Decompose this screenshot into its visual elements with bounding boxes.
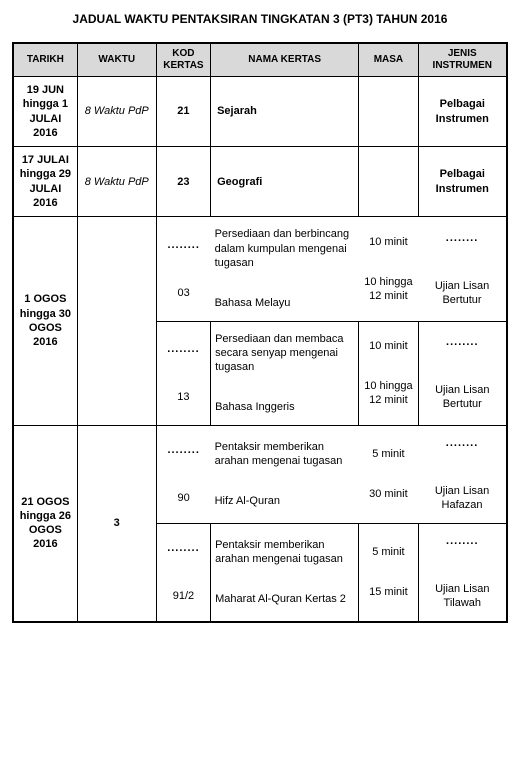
cell-kod-a: ........ [157,332,210,366]
cell-masa [359,77,418,147]
header-row: TARIKH WAKTU KOD KERTAS NAMA KERTAS MASA… [13,43,507,77]
cell-jenis-a: ........ [418,221,506,255]
page-title: JADUAL WAKTU PENTAKSIRAN TINGKATAN 3 (PT… [12,12,508,26]
cell-tarikh: 21 OGOS hingga 26 OGOS 2016 [13,425,77,621]
cell-jenis-group: ........ Ujian Lisan Hafazan [418,425,507,523]
cell-nama-b: Bahasa Melayu [211,280,359,320]
cell-jenis: Pelbagai Instrumen [418,147,507,217]
header-waktu: WAKTU [77,43,156,77]
cell-nama: Geografi [211,147,359,217]
cell-kod-a: ........ [157,531,210,565]
cell-masa-group: 10 minit 10 hingga 12 minit [359,217,418,321]
cell-jenis-group: ........ Ujian Lisan Bertutur [418,217,507,321]
table-row: 19 JUN hingga 1 JULAI 2016 8 Waktu PdP 2… [13,77,507,147]
cell-kod-group: ........ 03 [156,217,210,321]
cell-nama-a: Pentaksir memberikan arahan mengenai tug… [211,430,359,479]
header-jenis: JENIS INSTRUMEN [418,43,507,77]
cell-waktu [77,217,156,425]
cell-masa-b: 15 minit [359,569,417,609]
cell-kod: 21 [156,77,210,147]
cell-jenis-group: ........ Ujian Lisan Bertutur [418,321,507,425]
header-kod: KOD KERTAS [156,43,210,77]
cell-masa-b: 10 hingga 12 minit [359,259,418,314]
header-tarikh: TARIKH [13,43,77,77]
cell-masa-b: 10 hingga 12 minit [359,363,417,418]
cell-kod-b: 13 [157,366,210,414]
header-nama: NAMA KERTAS [211,43,359,77]
cell-jenis-a: ........ [419,325,506,359]
cell-tarikh: 17 JULAI hingga 29 JULAI 2016 [13,147,77,217]
schedule-table: TARIKH WAKTU KOD KERTAS NAMA KERTAS MASA… [12,42,508,623]
cell-kod-group: ........ 13 [156,321,210,425]
cell-masa-group: 5 minit 15 minit [359,523,418,621]
cell-kod: 23 [156,147,210,217]
cell-nama-b: Maharat Al-Quran Kertas 2 [211,576,358,616]
header-masa: MASA [359,43,418,77]
cell-masa-a: 5 minit [359,535,417,569]
cell-nama-group: Persediaan dan berbincang dalam kumpulan… [211,217,359,321]
cell-jenis: Pelbagai Instrumen [418,77,507,147]
cell-kod-group: ........ 91/2 [156,523,210,621]
cell-jenis-group: ........ Ujian Lisan Tilawah [418,523,507,621]
cell-kod-b: 91/2 [157,565,210,613]
cell-kod-b: 90 [157,467,211,515]
cell-waktu: 3 [77,425,156,621]
cell-tarikh: 1 OGOS hingga 30 OGOS 2016 [13,217,77,425]
cell-nama-a: Persediaan dan berbincang dalam kumpulan… [211,217,359,280]
table-row: 21 OGOS hingga 26 OGOS 2016 3 ........ 9… [13,425,507,523]
cell-nama-b: Bahasa Inggeris [211,384,358,424]
cell-jenis-b: Ujian Lisan Tilawah [419,558,506,621]
cell-tarikh: 19 JUN hingga 1 JULAI 2016 [13,77,77,147]
cell-kod-a: ........ [157,433,211,467]
cell-kod-group: ........ 90 [156,425,210,523]
cell-jenis-b: Ujian Lisan Hafazan [418,460,506,523]
cell-masa-a: 5 minit [359,437,418,471]
cell-nama-a: Pentaksir memberikan arahan mengenai tug… [211,528,358,577]
cell-jenis-a: ........ [419,524,506,558]
cell-nama-b: Hifz Al-Quran [211,478,359,518]
cell-waktu: 8 Waktu PdP [77,77,156,147]
cell-nama-group: Persediaan dan membaca secara senyap men… [211,321,359,425]
cell-masa-group: 5 minit 30 minit [359,425,418,523]
cell-masa-b: 30 minit [359,471,418,511]
table-row: 17 JULAI hingga 29 JULAI 2016 8 Waktu Pd… [13,147,507,217]
cell-kod-a: ........ [157,228,211,262]
cell-nama-group: Pentaksir memberikan arahan mengenai tug… [211,523,359,621]
cell-jenis-a: ........ [418,426,506,460]
cell-nama-group: Pentaksir memberikan arahan mengenai tug… [211,425,359,523]
table-row: 1 OGOS hingga 30 OGOS 2016 ........ 03 P… [13,217,507,321]
cell-jenis-b: Ujian Lisan Bertutur [418,255,506,318]
cell-jenis-b: Ujian Lisan Bertutur [419,359,506,422]
cell-masa-group: 10 minit 10 hingga 12 minit [359,321,418,425]
cell-nama: Sejarah [211,77,359,147]
cell-masa [359,147,418,217]
cell-kod-b: 03 [157,262,211,310]
cell-masa-a: 10 minit [359,329,417,363]
cell-waktu: 8 Waktu PdP [77,147,156,217]
cell-nama-a: Persediaan dan membaca secara senyap men… [211,322,358,385]
cell-masa-a: 10 minit [359,225,418,259]
